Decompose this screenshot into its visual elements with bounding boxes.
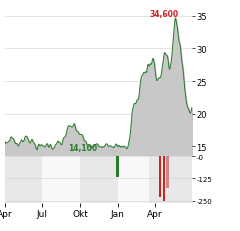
Text: 34,600: 34,600 [150,10,179,19]
Text: 14,100: 14,100 [68,143,97,152]
Bar [5,157,42,203]
Bar [118,157,149,203]
Bar [42,157,80,203]
Bar [116,157,119,178]
Bar [163,157,165,201]
Bar [159,157,161,197]
Bar [80,157,118,203]
Bar [149,157,193,203]
Bar [166,157,168,188]
